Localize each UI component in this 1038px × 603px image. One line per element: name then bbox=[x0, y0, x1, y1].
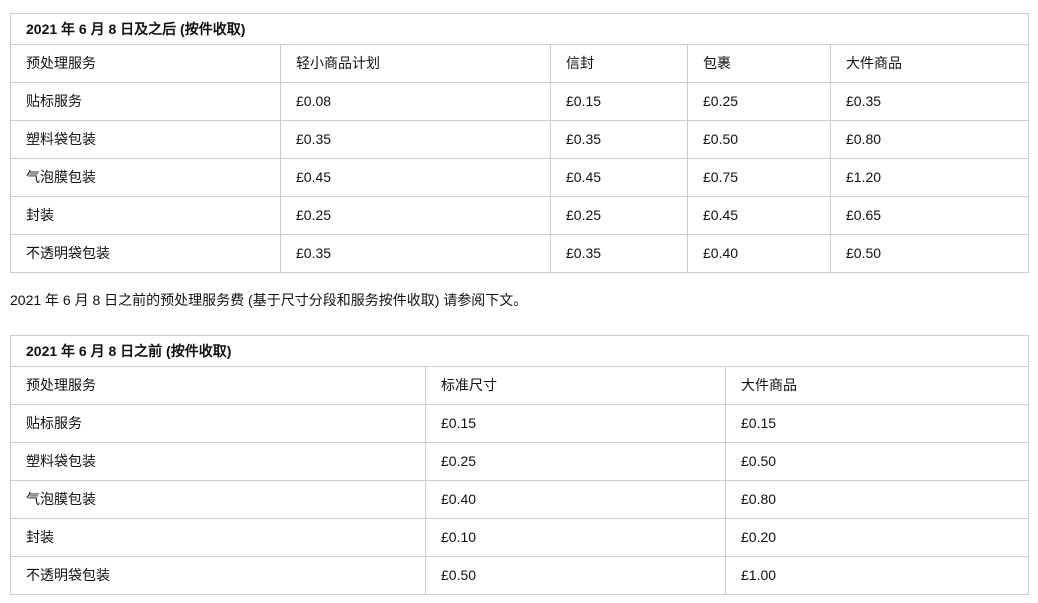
table-row: 不透明袋包装 £0.35 £0.35 £0.40 £0.50 bbox=[10, 234, 1029, 273]
table-title: 2021 年 6 月 8 日及之后 (按件收取) bbox=[10, 13, 1029, 45]
table-row: 不透明袋包装 £0.50 £1.00 bbox=[10, 556, 1029, 595]
table-row: 封装 £0.10 £0.20 bbox=[10, 518, 1029, 557]
column-header-envelope: 信封 bbox=[550, 44, 688, 83]
column-header-small-light: 轻小商品计划 bbox=[280, 44, 551, 83]
price-cell: £0.35 bbox=[280, 120, 551, 159]
table-row: 贴标服务 £0.15 £0.15 bbox=[10, 404, 1029, 443]
service-cell: 塑料袋包装 bbox=[10, 120, 281, 159]
table-row: 贴标服务 £0.08 £0.15 £0.25 £0.35 bbox=[10, 82, 1029, 121]
price-cell: £0.50 bbox=[830, 234, 1029, 273]
price-cell: £0.80 bbox=[725, 480, 1029, 519]
table-row: 封装 £0.25 £0.25 £0.45 £0.65 bbox=[10, 196, 1029, 235]
column-header-oversize: 大件商品 bbox=[830, 44, 1029, 83]
table-title-row: 2021 年 6 月 8 日之前 (按件收取) bbox=[10, 335, 1029, 367]
service-cell: 封装 bbox=[10, 196, 281, 235]
service-cell: 塑料袋包装 bbox=[10, 442, 426, 481]
price-cell: £0.45 bbox=[687, 196, 831, 235]
column-header-parcel: 包裹 bbox=[687, 44, 831, 83]
price-cell: £0.20 bbox=[725, 518, 1029, 557]
price-cell: £0.15 bbox=[550, 82, 688, 121]
table-title: 2021 年 6 月 8 日之前 (按件收取) bbox=[10, 335, 1029, 367]
price-cell: £0.50 bbox=[687, 120, 831, 159]
service-cell: 封装 bbox=[10, 518, 426, 557]
price-cell: £0.35 bbox=[550, 234, 688, 273]
between-tables-note: 2021 年 6 月 8 日之前的预处理服务费 (基于尺寸分段和服务按件收取) … bbox=[10, 292, 528, 308]
price-cell: £0.35 bbox=[280, 234, 551, 273]
price-cell: £0.25 bbox=[550, 196, 688, 235]
price-cell: £0.65 bbox=[830, 196, 1029, 235]
price-cell: £0.40 bbox=[687, 234, 831, 273]
fee-table-before: 2021 年 6 月 8 日之前 (按件收取) 预处理服务 标准尺寸 大件商品 … bbox=[10, 335, 1029, 595]
price-cell: £0.10 bbox=[425, 518, 726, 557]
service-cell: 气泡膜包装 bbox=[10, 480, 426, 519]
price-cell: £0.50 bbox=[725, 442, 1029, 481]
price-cell: £0.25 bbox=[280, 196, 551, 235]
price-cell: £0.25 bbox=[425, 442, 726, 481]
column-header-standard-size: 标准尺寸 bbox=[425, 366, 726, 405]
service-cell: 贴标服务 bbox=[10, 82, 281, 121]
price-cell: £0.25 bbox=[687, 82, 831, 121]
service-cell: 气泡膜包装 bbox=[10, 158, 281, 197]
price-cell: £0.08 bbox=[280, 82, 551, 121]
price-cell: £1.20 bbox=[830, 158, 1029, 197]
column-header-service: 预处理服务 bbox=[10, 44, 281, 83]
table-row: 塑料袋包装 £0.25 £0.50 bbox=[10, 442, 1029, 481]
service-cell: 不透明袋包装 bbox=[10, 556, 426, 595]
table-header-row: 预处理服务 标准尺寸 大件商品 bbox=[10, 366, 1029, 405]
price-cell: £0.80 bbox=[830, 120, 1029, 159]
table-row: 气泡膜包装 £0.40 £0.80 bbox=[10, 480, 1029, 519]
price-cell: £0.15 bbox=[425, 404, 726, 443]
price-cell: £0.35 bbox=[550, 120, 688, 159]
fee-table-after: 2021 年 6 月 8 日及之后 (按件收取) 预处理服务 轻小商品计划 信封… bbox=[10, 13, 1029, 273]
column-header-oversize: 大件商品 bbox=[725, 366, 1029, 405]
table-header-row: 预处理服务 轻小商品计划 信封 包裹 大件商品 bbox=[10, 44, 1029, 83]
price-cell: £0.45 bbox=[280, 158, 551, 197]
table-title-row: 2021 年 6 月 8 日及之后 (按件收取) bbox=[10, 13, 1029, 45]
price-cell: £0.75 bbox=[687, 158, 831, 197]
service-cell: 不透明袋包装 bbox=[10, 234, 281, 273]
column-header-service: 预处理服务 bbox=[10, 366, 426, 405]
price-cell: £0.45 bbox=[550, 158, 688, 197]
price-cell: £1.00 bbox=[725, 556, 1029, 595]
table-row: 气泡膜包装 £0.45 £0.45 £0.75 £1.20 bbox=[10, 158, 1029, 197]
price-cell: £0.50 bbox=[425, 556, 726, 595]
price-cell: £0.15 bbox=[725, 404, 1029, 443]
table-row: 塑料袋包装 £0.35 £0.35 £0.50 £0.80 bbox=[10, 120, 1029, 159]
service-cell: 贴标服务 bbox=[10, 404, 426, 443]
price-cell: £0.40 bbox=[425, 480, 726, 519]
price-cell: £0.35 bbox=[830, 82, 1029, 121]
